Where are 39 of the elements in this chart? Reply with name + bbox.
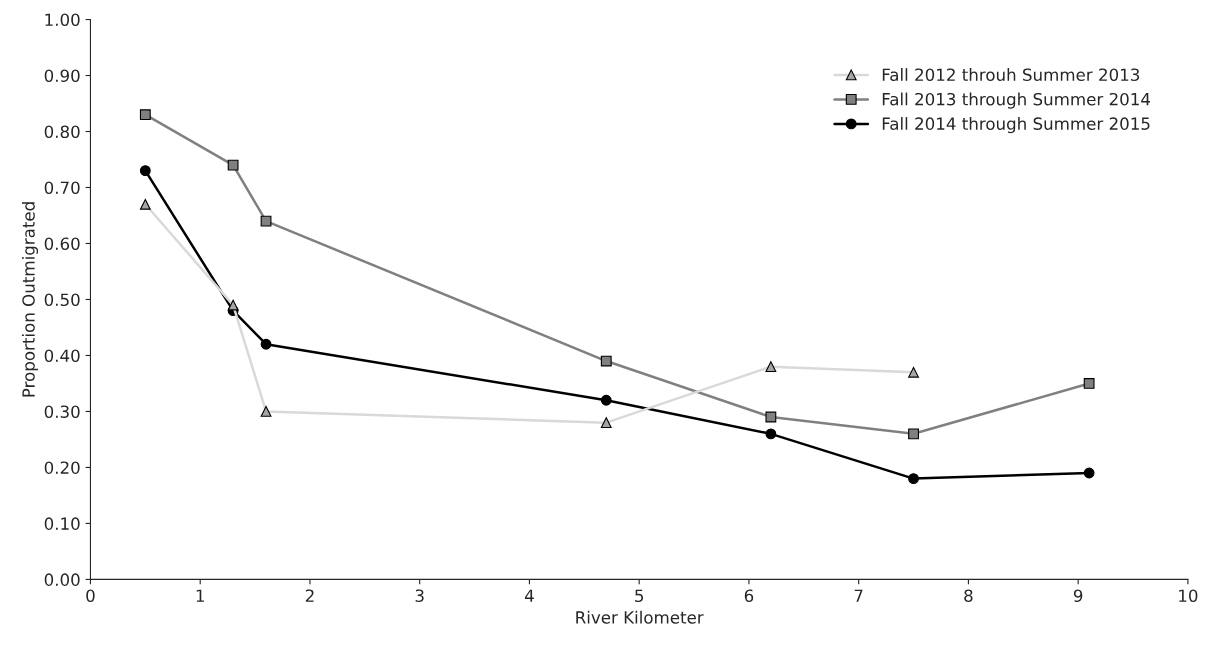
x-tick-label: 3 <box>415 589 424 603</box>
x-tick-label: 5 <box>635 589 644 603</box>
x-tick-label: 2 <box>305 589 314 602</box>
legend-label: Fall 2013 through Summer 2014 <box>882 92 1151 109</box>
x-tick-label: 10 <box>1179 589 1198 603</box>
point <box>260 338 272 350</box>
legend-label: Fall 2014 through Summer 2015 <box>882 117 1150 134</box>
y-tick-label: 0.00 <box>44 573 80 586</box>
x-axis-title: River Kilometer <box>576 610 704 624</box>
x-tick-label: 7 <box>854 589 863 602</box>
point <box>139 109 151 121</box>
point <box>600 394 612 406</box>
x-tick-label: 1 <box>196 589 204 602</box>
point <box>908 473 919 485</box>
y-tick-label: 0.70 <box>44 181 80 195</box>
x-tick-label: 0 <box>86 589 95 603</box>
x-tick-label: 6 <box>744 589 754 603</box>
legend-label: Fall 2012 throuh Summer 2013 <box>882 68 1140 82</box>
y-tick-label: 0.60 <box>44 237 80 251</box>
y-tick-label: 0.50 <box>44 293 80 307</box>
x-tick-label: 9 <box>1073 589 1083 603</box>
y-tick-label: 0.40 <box>44 349 80 363</box>
point <box>1083 467 1095 479</box>
point <box>227 159 239 171</box>
point <box>600 355 612 367</box>
y-tick-label: 0.80 <box>44 125 80 139</box>
x-tick-label: 8 <box>964 589 973 603</box>
point <box>765 428 777 440</box>
y-tick-label: 0.30 <box>44 405 80 418</box>
y-tick-label: 0.10 <box>44 517 80 530</box>
x-tick-label: 4 <box>524 589 534 602</box>
point <box>908 428 919 440</box>
y-tick-label: 0.20 <box>44 461 80 474</box>
y-tick-label: 0.90 <box>44 69 80 83</box>
point <box>1083 378 1095 389</box>
y-axis-title: Proportion Outmigrated <box>21 202 39 397</box>
point <box>139 165 151 177</box>
point <box>765 411 777 423</box>
y-tick-label: 1.00 <box>45 13 80 27</box>
